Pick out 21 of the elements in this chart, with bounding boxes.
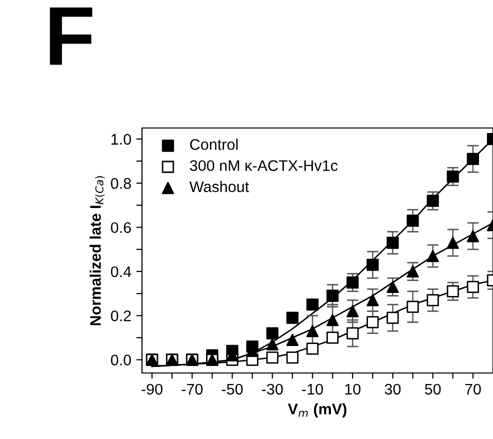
- text: F: [50, 7, 92, 65]
- legend-label: Control: [190, 138, 238, 150]
- y-tick-label: 0.6: [110, 222, 131, 234]
- x-tick-label: -70: [182, 384, 203, 395]
- x-tick-label: 70: [465, 384, 481, 395]
- x-tick-label: 10: [345, 384, 360, 395]
- y-axis-title: Normalized late I$_{K(Ca)}$: [90, 176, 105, 326]
- x-tick-label: -30: [262, 384, 283, 395]
- x-tick-label: -50: [222, 384, 243, 395]
- legend-label: Washout: [189, 180, 249, 192]
- y-tick-label: 0.0: [110, 354, 131, 366]
- x-tick-label: -10: [302, 384, 323, 395]
- x-tick-label: -90: [142, 384, 162, 395]
- y-tick-label: 0.8: [110, 178, 131, 189]
- x-tick-label: 30: [384, 384, 401, 395]
- y-tick-label: 0.2: [110, 310, 131, 322]
- x-tick-label: 50: [424, 384, 441, 395]
- y-tick-label: 1.0: [112, 134, 131, 145]
- x-axis-title: V$_{m}$ (mV): [288, 403, 346, 418]
- legend-label: 300 nM κ-ACTX-Hv1c: [190, 160, 338, 172]
- y-tick-label: 0.4: [110, 266, 132, 278]
